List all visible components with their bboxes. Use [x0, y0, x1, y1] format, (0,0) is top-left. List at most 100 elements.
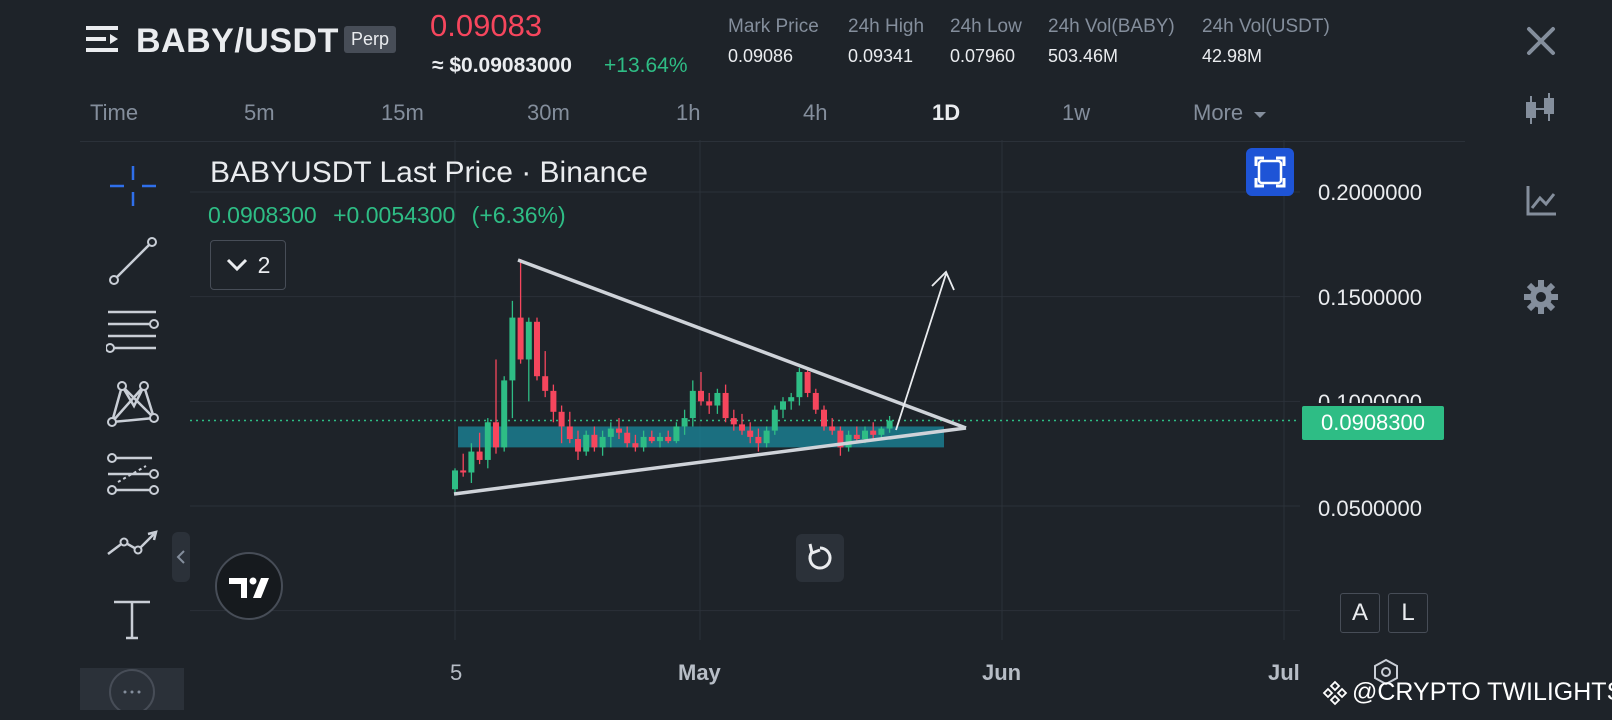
fib-icon[interactable]: [106, 452, 160, 506]
tab-more-label: More: [1193, 100, 1244, 125]
candle-body: [657, 436, 663, 442]
candle-body: [739, 424, 745, 431]
timeframe-tabs: Time 5m 15m 30m 1h 4h 1D 1w More: [80, 96, 1465, 142]
tab-30m[interactable]: 30m: [527, 100, 570, 125]
candle-body: [714, 392, 721, 406]
candlestick-icon[interactable]: [1522, 90, 1560, 128]
stat-24h-low: 24h Low 0.07960: [950, 16, 1022, 67]
candle-body: [689, 390, 696, 419]
stat-label: 24h High: [848, 16, 925, 37]
chart-title: BABYUSDT Last Price · Binance: [210, 156, 648, 189]
menu-icon[interactable]: [86, 24, 120, 54]
legend-change: +0.0054300: [333, 202, 456, 228]
candle-body: [624, 432, 631, 444]
tab-15m[interactable]: 15m: [381, 100, 424, 125]
candle-body: [862, 430, 868, 440]
indicators-icon[interactable]: [1522, 182, 1560, 220]
toolbar-more-button[interactable]: [80, 668, 184, 715]
collapse-toolbar-button[interactable]: [172, 532, 190, 582]
stat-value: 42.98M: [1202, 46, 1263, 66]
tab-time[interactable]: Time: [90, 100, 139, 125]
tab-1h[interactable]: 1h: [676, 100, 701, 125]
stat-24h-vol-quote: 24h Vol(USDT) 42.98M: [1202, 16, 1330, 67]
trend-line-icon[interactable]: [106, 234, 160, 288]
candle-body: [558, 411, 565, 427]
candle-body: [550, 390, 557, 412]
axis-settings-icon[interactable]: [1372, 658, 1400, 686]
candle-body: [837, 430, 844, 448]
candles-layer: [452, 258, 893, 494]
indicator-toggle-button[interactable]: 2: [210, 240, 286, 290]
candle-body: [468, 451, 475, 473]
stat-value: 0.07960: [950, 46, 1016, 66]
candle-body: [583, 434, 590, 452]
fullscreen-button[interactable]: [1246, 148, 1294, 196]
tab-more[interactable]: More: [1193, 100, 1267, 126]
stat-value: 503.46M: [1048, 46, 1119, 66]
auto-scale-button[interactable]: A: [1340, 593, 1380, 633]
candle-body: [575, 439, 581, 452]
candle-body: [698, 390, 704, 402]
y-tick-label: 0.1500000: [1318, 285, 1422, 310]
caret-down-icon: [1254, 112, 1267, 118]
stat-value: 0.09341: [848, 46, 914, 66]
tradingview-icon: [229, 577, 269, 598]
crosshair-icon[interactable]: [106, 162, 160, 216]
reset-chart-button[interactable]: [796, 534, 844, 582]
horizontal-lines-icon[interactable]: [106, 306, 160, 360]
candle-body: [812, 392, 819, 410]
tab-1d[interactable]: 1D: [932, 100, 961, 125]
candle-body: [870, 430, 877, 435]
candle-body: [771, 409, 778, 431]
candle-body: [616, 428, 622, 433]
target-arrow-line: [895, 273, 947, 431]
pattern-icon[interactable]: [106, 378, 160, 432]
pair-title[interactable]: BABY/USDT: [136, 22, 339, 60]
candle-body: [747, 430, 754, 437]
chart-legend: 0.0908300 +0.0054300 (+6.36%): [208, 202, 576, 229]
candle-body: [566, 426, 573, 440]
header: BABY/USDT Perp 0.09083 ≈ $0.09083000 +13…: [0, 0, 1612, 90]
candle-body: [460, 470, 467, 473]
candle-body: [829, 426, 836, 431]
candle-body: [730, 418, 737, 425]
y-tick-label: 0.2000000: [1318, 180, 1422, 205]
stat-label: 24h Low: [950, 16, 1022, 37]
support-zone: [458, 426, 944, 448]
candle-body: [706, 401, 713, 406]
gear-icon[interactable]: [1522, 278, 1560, 316]
stat-label: Mark Price: [728, 16, 819, 37]
candle-body: [509, 317, 516, 381]
stat-mark-price: Mark Price 0.09086: [728, 16, 819, 67]
candle-body: [640, 436, 647, 448]
x-tick-label: May: [678, 660, 721, 685]
tab-5m[interactable]: 5m: [244, 100, 275, 125]
candle-body: [788, 397, 795, 402]
fullscreen-icon: [1254, 156, 1286, 188]
tab-4h[interactable]: 4h: [803, 100, 828, 125]
x-tick-label: 5: [450, 660, 463, 685]
y-tick-label: 0.0500000: [1318, 496, 1422, 521]
indicator-count: 2: [257, 251, 271, 278]
stat-label: 24h Vol(BABY): [1048, 16, 1175, 37]
candle-body: [845, 434, 852, 448]
watermark-text: @CRYPTO TWILIGHTS: [1352, 678, 1612, 706]
candle-body: [681, 418, 688, 427]
candle-body: [665, 436, 672, 442]
legend-change-pct: (+6.36%): [471, 202, 566, 228]
text-tool-icon[interactable]: [106, 596, 160, 650]
candle-body: [796, 372, 803, 398]
log-scale-button[interactable]: L: [1388, 593, 1428, 633]
candle-body: [534, 321, 540, 377]
candle-body: [722, 392, 729, 419]
tradingview-logo: [215, 552, 283, 620]
current-price-badge: 0.0908300: [1302, 406, 1444, 440]
perp-badge: Perp: [344, 26, 397, 53]
path-icon[interactable]: [106, 524, 160, 578]
candle-body: [591, 434, 598, 448]
chevron-down-icon: [226, 258, 247, 272]
support-zone-layer: [458, 426, 944, 448]
close-icon[interactable]: [1524, 24, 1558, 58]
tab-1w[interactable]: 1w: [1062, 100, 1091, 125]
